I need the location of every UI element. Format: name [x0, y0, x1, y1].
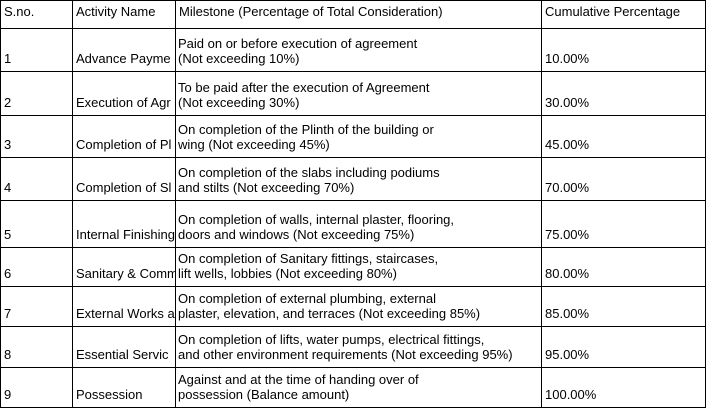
milestone-line: To be paid after the execution of Agreem…: [178, 80, 430, 95]
cumulative-percentage: 100.00%: [541, 367, 706, 408]
milestone-line: plaster, elevation, and terraces (Not ex…: [178, 306, 481, 321]
table-row: 2 Execution of Agr To be paid after the ex…: [0, 71, 706, 116]
milestone-line: (Not exceeding 30%): [178, 95, 300, 110]
cumulative-percentage: 85.00%: [541, 286, 706, 327]
milestone-line: On completion of the Plinth of the build…: [178, 122, 434, 137]
cumulative-percentage: 45.00%: [541, 115, 706, 158]
milestone: Against and at the time of handing over …: [175, 367, 542, 408]
milestone-line: On completion of the slabs including pod…: [178, 165, 440, 180]
table-row: 3 Completion of Pl On completion of the Pl…: [0, 115, 706, 158]
milestone-line: wing (Not exceeding 45%): [178, 137, 330, 152]
cumulative-percentage: 75.00%: [541, 200, 706, 248]
activity-name: Internal Finishing: [72, 200, 176, 248]
cumulative-percentage: 10.00%: [541, 28, 706, 72]
serial-number: 6: [0, 247, 73, 287]
serial-number: 7: [0, 286, 73, 327]
serial-number: 8: [0, 326, 73, 368]
activity-name: Completion of Sl: [72, 157, 176, 201]
cumulative-percentage: 80.00%: [541, 247, 706, 287]
activity-name: Essential Servic: [72, 326, 176, 368]
serial-number: 2: [0, 71, 73, 116]
header-cell: Activity Name: [72, 0, 176, 29]
cumulative-percentage: 95.00%: [541, 326, 706, 368]
milestone: On completion of walls, internal plaster…: [175, 200, 542, 248]
milestone: On completion of the Plinth of the build…: [175, 115, 542, 158]
milestone-line: doors and windows (Not exceeding 75%): [178, 227, 415, 242]
table-row: 9 Possession Against and at the time of ha…: [0, 367, 706, 408]
milestone: On completion of Sanitary fittings, stai…: [175, 247, 542, 287]
milestone-line: lift wells, lobbies (Not exceeding 80%): [178, 266, 397, 281]
serial-number: 3: [0, 115, 73, 158]
serial-number: 1: [0, 28, 73, 72]
milestone-line: possession (Balance amount): [178, 387, 350, 402]
milestone: To be paid after the execution of Agreem…: [175, 71, 542, 116]
table-row: 1 Advance Payme Paid on or before executio…: [0, 28, 706, 72]
table-row: 8 Essential Servic On completion of lifts,…: [0, 326, 706, 368]
activity-name: Possession: [72, 367, 176, 408]
milestone-line: On completion of walls, internal plaster…: [178, 212, 455, 227]
activity-name: Completion of Pl: [72, 115, 176, 158]
activity-name: Sanitary & Comm: [72, 247, 176, 287]
table-row: 7 External Works a On completion of extern…: [0, 286, 706, 327]
milestone-line: and other environment requirements (Not …: [178, 347, 513, 362]
milestone-line: Paid on or before execution of agreement: [178, 36, 418, 51]
serial-number: 9: [0, 367, 73, 408]
milestone-line: On completion of Sanitary fittings, stai…: [178, 251, 439, 266]
milestone-line: (Not exceeding 10%): [178, 51, 300, 66]
milestone: On completion of lifts, water pumps, ele…: [175, 326, 542, 368]
table-row: 4 Completion of Sl On completion of the sl…: [0, 157, 706, 201]
serial-number: 5: [0, 200, 73, 248]
table-row: 5 Internal Finishing On completion of wall…: [0, 200, 706, 248]
activity-name: Advance Payme: [72, 28, 176, 72]
activity-name: Execution of Agr: [72, 71, 176, 116]
milestone-line: Against and at the time of handing over …: [178, 372, 419, 387]
header-cell: Cumulative Percentage: [541, 0, 706, 29]
table-row: 6 Sanitary & Comm On completion of Sanitar…: [0, 247, 706, 287]
header-cell: S.no.: [0, 0, 73, 29]
milestone: Paid on or before execution of agreement…: [175, 28, 542, 72]
milestone-line: and stilts (Not exceeding 70%): [178, 180, 355, 195]
milestone-line: On completion of lifts, water pumps, ele…: [178, 332, 485, 347]
milestone: On completion of external plumbing, exte…: [175, 286, 542, 327]
header-row: S.no. Activity Name Milestone (Percentage …: [0, 0, 706, 29]
milestone: On completion of the slabs including pod…: [175, 157, 542, 201]
serial-number: 4: [0, 157, 73, 201]
activity-name: External Works a: [72, 286, 176, 327]
header-cell: Milestone (Percentage of Total Considera…: [175, 0, 542, 29]
cumulative-percentage: 30.00%: [541, 71, 706, 116]
cumulative-percentage: 70.00%: [541, 157, 706, 201]
milestone-line: On completion of external plumbing, exte…: [178, 291, 436, 306]
